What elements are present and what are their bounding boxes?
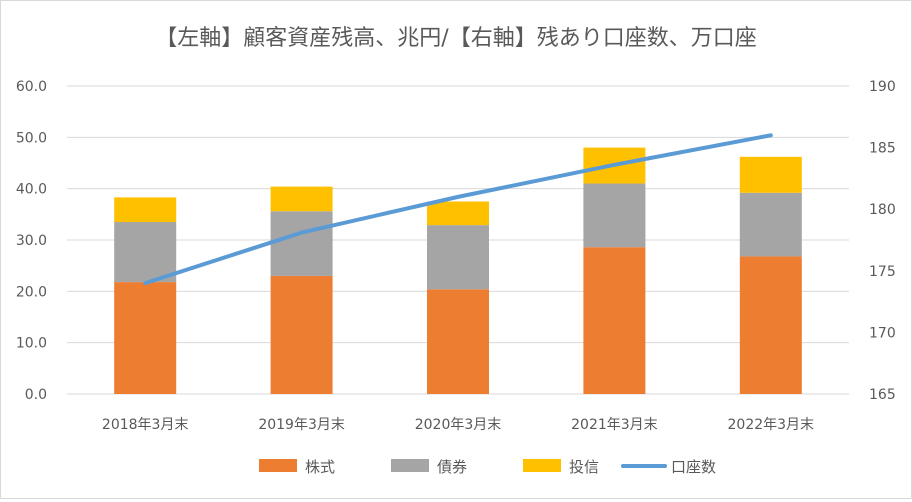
line-口座数 bbox=[143, 133, 773, 286]
chart-title: 【左軸】顧客資産残高、兆円/【右軸】残あり口座数、万口座 bbox=[155, 26, 756, 51]
right-axis-tick-labels: 165 170 175 180 185 190 bbox=[869, 79, 896, 403]
x-axis-tick-label: 2019年3月末 bbox=[258, 417, 345, 433]
right-axis-tick-label: 170 bbox=[869, 325, 896, 341]
x-axis-tick-labels: 2018年3月末 2019年3月末 2020年3月末 2021年3月末 2022年3月末 bbox=[102, 417, 814, 433]
bar-segment-株式 bbox=[427, 289, 489, 394]
left-axis-tick-label: 30.0 bbox=[16, 233, 47, 249]
bar-segment-株式 bbox=[270, 275, 333, 394]
legend-label: 口座数 bbox=[671, 458, 716, 476]
bars bbox=[114, 147, 802, 394]
bar-segment-債券 bbox=[739, 192, 802, 257]
bar-segment-株式 bbox=[114, 282, 177, 394]
right-axis-tick-label: 190 bbox=[869, 79, 896, 95]
right-axis-tick-label: 180 bbox=[869, 202, 896, 218]
left-axis-tick-label: 50.0 bbox=[16, 130, 47, 146]
bar-segment-投信 bbox=[270, 186, 333, 212]
bar-segment-債券 bbox=[270, 211, 333, 276]
x-axis-tick-label: 2022年3月末 bbox=[728, 417, 815, 433]
legend-label: 株式 bbox=[305, 458, 335, 476]
right-axis-tick-label: 175 bbox=[869, 264, 896, 280]
legend-swatch bbox=[259, 459, 297, 472]
left-axis-tick-label: 60.0 bbox=[16, 79, 47, 95]
left-axis-tick-labels: 0.0 10.0 20.0 30.0 40.0 50.0 60.0 bbox=[16, 79, 47, 403]
legend-label: 債券 bbox=[437, 458, 467, 476]
x-axis-tick-label: 2021年3月末 bbox=[571, 417, 658, 433]
bar-segment-債券 bbox=[583, 183, 646, 248]
right-axis-tick-label: 165 bbox=[869, 387, 896, 403]
bar-segment-投信 bbox=[427, 201, 489, 226]
legend: 株式 債券 投信 口座数 bbox=[259, 458, 716, 476]
x-axis-tick-label: 2018年3月末 bbox=[102, 417, 189, 433]
legend-swatch bbox=[391, 459, 429, 472]
legend-label: 投信 bbox=[569, 458, 599, 476]
bar-segment-債券 bbox=[114, 222, 177, 283]
left-axis-tick-label: 0.0 bbox=[25, 387, 47, 403]
x-axis-tick-label: 2020年3月末 bbox=[415, 417, 502, 433]
left-axis-tick-label: 10.0 bbox=[16, 336, 47, 352]
bar-segment-投信 bbox=[739, 156, 802, 193]
bar-segment-株式 bbox=[739, 256, 802, 394]
left-axis-tick-label: 20.0 bbox=[16, 284, 47, 300]
line-series bbox=[143, 133, 773, 286]
left-axis-tick-label: 40.0 bbox=[16, 182, 47, 198]
bar-segment-株式 bbox=[583, 247, 646, 394]
legend-swatch bbox=[523, 459, 561, 472]
bar-segment-債券 bbox=[427, 225, 489, 290]
right-axis-tick-label: 185 bbox=[869, 141, 896, 157]
bar-segment-投信 bbox=[114, 197, 177, 223]
